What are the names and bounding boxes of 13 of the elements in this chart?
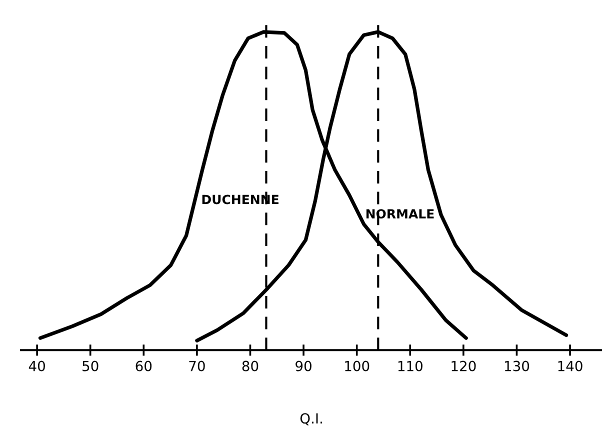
x-tick-label: 80 xyxy=(242,360,258,372)
x-tick-label: 110 xyxy=(398,360,422,372)
x-tick-label: 40 xyxy=(28,360,45,372)
x-tick-label: 50 xyxy=(82,360,98,372)
x-tick-label: 100 xyxy=(345,360,370,372)
x-tick-label: 120 xyxy=(452,360,476,372)
series-label: NORMALE xyxy=(366,209,434,219)
x-tick-label: 90 xyxy=(296,360,312,372)
x-tick-label: 60 xyxy=(136,360,152,372)
x-tick-label: 140 xyxy=(558,360,582,372)
x-tick-label: 70 xyxy=(189,360,205,372)
x-axis-title: Q.I. xyxy=(300,413,322,426)
x-tick-label: 130 xyxy=(504,360,530,372)
